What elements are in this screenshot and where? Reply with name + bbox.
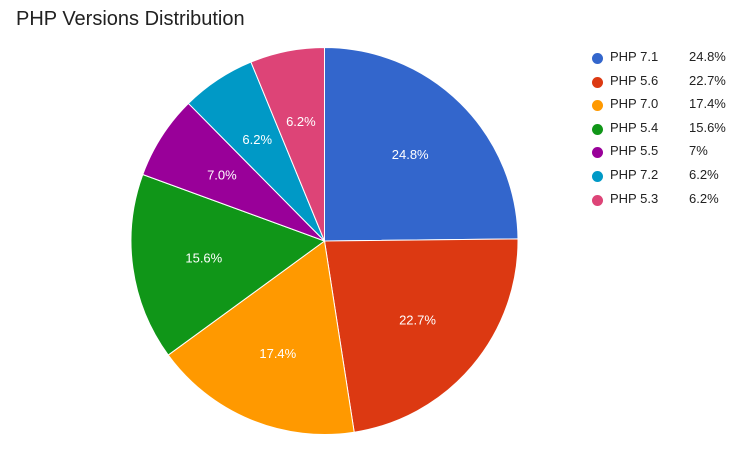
legend-label: PHP 5.6	[610, 72, 659, 88]
legend-label: PHP 7.2	[610, 166, 659, 182]
slice-label: 6.2%	[286, 114, 316, 129]
legend-swatch-icon	[592, 147, 603, 159]
legend-label: PHP 5.3	[610, 190, 659, 206]
legend-item: PHP 7.0 17.4%	[592, 95, 752, 119]
legend: PHP 7.1 24.8% PHP 5.6 22.7% PHP 7.0 17.4% PHP …	[592, 48, 752, 213]
pie-slices	[130, 46, 519, 435]
slice-label: 7.0%	[207, 168, 237, 183]
legend-swatch-icon	[592, 76, 603, 88]
legend-swatch-icon	[592, 170, 603, 182]
legend-swatch-icon	[592, 100, 603, 112]
slice-label: 15.6%	[185, 251, 222, 266]
legend-value: 24.8%	[689, 49, 726, 64]
slice-label: 6.2%	[242, 132, 272, 147]
legend-swatch-icon	[592, 53, 603, 64]
pie-slice-php-5-3	[250, 46, 325, 242]
pie-slice-labels: 24.8% 22.7% 17.4% 15.6% 7.0% 6.2% 6.2%	[185, 114, 436, 361]
legend-item: PHP 5.4 15.6%	[592, 119, 752, 143]
legend-item: PHP 5.6 22.7%	[592, 72, 752, 96]
legend-label: PHP 7.0	[610, 96, 659, 112]
pie-slice-php-7-1	[324, 46, 519, 242]
pie-slice-php-5-4	[130, 173, 326, 356]
legend-value: 6.2%	[689, 166, 719, 182]
legend-value: 22.7%	[689, 72, 726, 88]
legend-label: PHP 5.5	[610, 143, 659, 159]
legend-item: PHP 7.2 6.2%	[592, 166, 752, 190]
legend-item: PHP 5.3 6.2%	[592, 190, 752, 214]
pie-slice-php-5-6	[323, 238, 519, 433]
slice-label: 22.7%	[399, 312, 436, 327]
pie-slice-php-7-0	[167, 240, 355, 435]
legend-value: 6.2%	[689, 190, 719, 206]
chart-title: PHP Versions Distribution	[16, 8, 245, 30]
legend-swatch-icon	[592, 194, 603, 206]
legend-item: PHP 7.1 24.8%	[592, 48, 752, 72]
legend-value: 15.6%	[689, 119, 726, 135]
legend-label: PHP 7.1	[610, 49, 659, 64]
legend-value: 17.4%	[689, 96, 726, 112]
slice-label: 17.4%	[259, 346, 296, 361]
slice-label: 24.8%	[392, 147, 429, 162]
legend-swatch-icon	[592, 123, 603, 135]
legend-value: 7%	[689, 143, 708, 159]
legend-item: PHP 5.5 7%	[592, 142, 752, 166]
legend-label: PHP 5.4	[610, 119, 659, 135]
